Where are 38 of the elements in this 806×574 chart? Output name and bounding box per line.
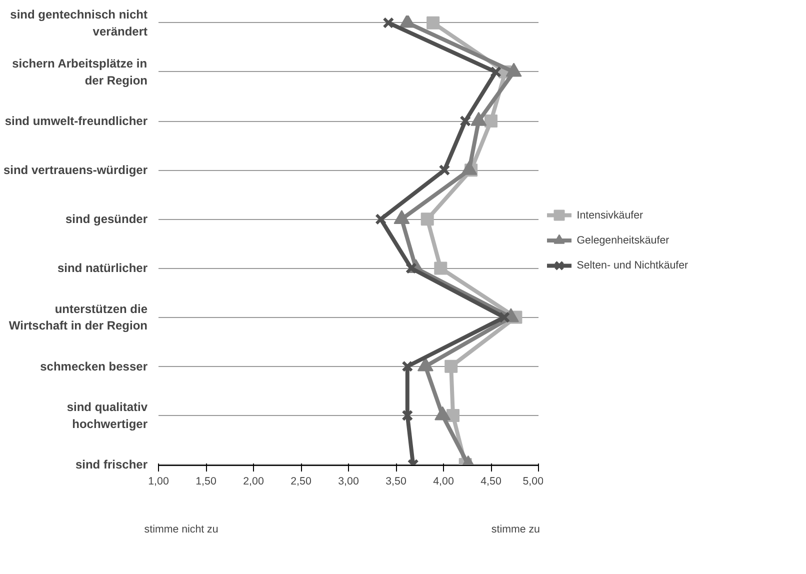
point: [490, 66, 502, 78]
x-tick-label: 4,50: [480, 476, 502, 488]
y-tick-label: unterstützen die Wirtschaft in der Region: [8, 302, 148, 333]
point: [402, 410, 414, 422]
y-tick-label: sind frischer: [75, 458, 148, 472]
legend-label: Intensivkäufer: [576, 209, 644, 222]
point: [420, 212, 434, 226]
point: [405, 262, 417, 274]
point: [434, 262, 448, 275]
point: [375, 213, 387, 225]
y-tick-label: sind natürlicher: [57, 261, 148, 276]
text: stimme nicht zu: [144, 524, 218, 536]
x-tick-label: 4,00: [433, 476, 454, 488]
x-tick-label: 3,00: [338, 476, 359, 488]
point: [438, 164, 450, 176]
x-tick-label: 1,00: [148, 476, 169, 488]
x-tick-label: 2,50: [290, 476, 312, 488]
legend-label: Gelegenheitskäufer: [576, 234, 670, 246]
text: stimme zu: [491, 524, 540, 536]
point: [460, 115, 472, 127]
point: [402, 360, 414, 372]
y-tick-label: sind gentechnisch nicht verändert: [10, 7, 148, 38]
x-tick-label: 2,00: [243, 476, 264, 488]
y-tick-label: sind gesünder: [65, 212, 148, 226]
y-tick-label: sichern Arbeitsplätze in der Region: [12, 56, 148, 88]
point: [484, 114, 498, 128]
point: [382, 17, 394, 29]
legend-label: Selten- und Nichtkäufer: [576, 260, 689, 272]
point: [444, 360, 458, 373]
y-tick-label: sind umwelt-freundlicher: [4, 114, 148, 128]
y-tick-label: sind vertrauens-würdiger: [3, 163, 148, 178]
y-tick-label: sind qualitativ hochwertiger: [66, 400, 148, 431]
point: [426, 16, 440, 30]
x-tick-label: 5,00: [522, 476, 544, 488]
x-tick-label: 3,50: [386, 476, 406, 488]
x-tick-label: 1,50: [196, 476, 216, 488]
y-tick-label: schmecken besser: [40, 359, 148, 374]
point: [498, 312, 510, 324]
